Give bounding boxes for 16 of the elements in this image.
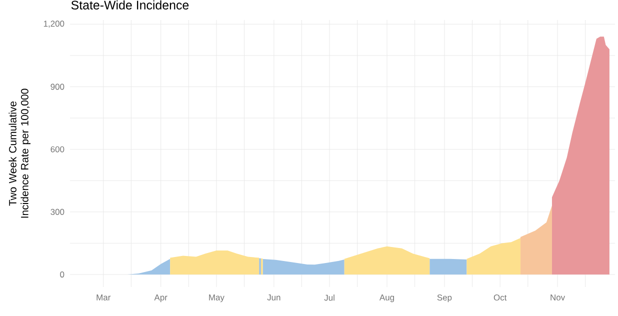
x-tick-label: Sep [437, 294, 452, 302]
x-tick-label: May [209, 294, 224, 302]
y-tick-label: 300 [50, 208, 64, 215]
x-tick-label: Mar [96, 294, 111, 300]
x-tick-label: Apr [154, 294, 168, 302]
x-tick-label: Oct [494, 294, 507, 301]
x-tick-label: Jun [267, 294, 280, 300]
chart-title: State-Wide Incidence [71, 0, 189, 10]
x-tick-label: Nov [550, 294, 566, 300]
x-tick-label: Aug [379, 294, 394, 302]
y-tick-label: 900 [50, 84, 64, 90]
x-tick-label: Jul [324, 294, 334, 301]
y-tick-label: 1,200 [44, 20, 64, 28]
y-tick-label: 600 [50, 146, 64, 152]
y-axis-title: Two Week Cumulative Incidence Rate per 100,000 [8, 88, 30, 218]
y-tick-label: 0 [60, 271, 64, 278]
